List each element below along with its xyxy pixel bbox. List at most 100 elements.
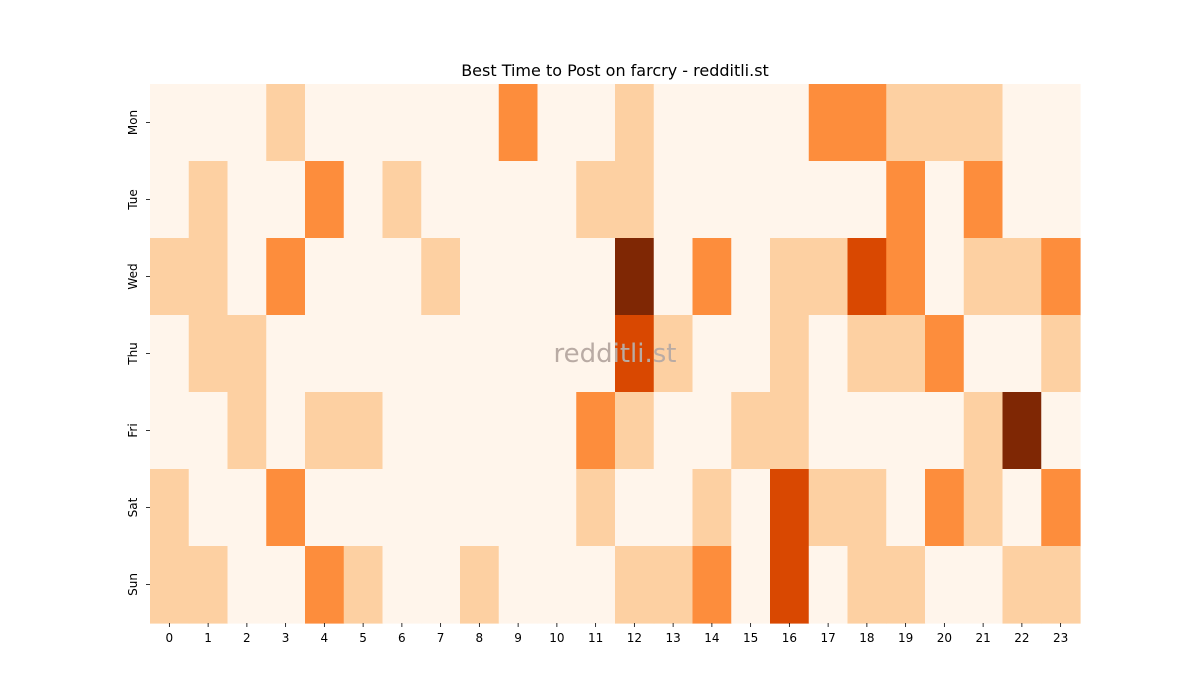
- heatmap-cell-mon-4: [305, 84, 345, 162]
- heatmap-cell-wed-23: [1041, 238, 1081, 316]
- heatmap-cell-mon-14: [692, 84, 732, 162]
- heatmap-cell-wed-10: [537, 238, 577, 316]
- heatmap-cell-sun-14: [692, 546, 732, 624]
- heatmap-cell-sat-14: [692, 469, 732, 547]
- heatmap-cell-wed-19: [886, 238, 926, 316]
- heatmap-cell-sun-1: [188, 546, 229, 624]
- heatmap-cell-sun-7: [421, 546, 461, 624]
- heatmap-cell-thu-2: [227, 315, 267, 393]
- heatmap-cell-thu-4: [305, 315, 345, 393]
- chart-title: Best Time to Post on farcry - redditli.s…: [461, 61, 769, 80]
- heatmap-cell-wed-13: [653, 238, 694, 316]
- heatmap-cell-sat-2: [227, 469, 267, 547]
- heatmap-cell-mon-1: [188, 84, 229, 162]
- heatmap-cell-tue-13: [653, 161, 694, 239]
- heatmap-cell-fri-12: [615, 392, 655, 470]
- x-tick-label: 22: [1014, 631, 1029, 645]
- x-tick-label: 13: [665, 631, 680, 645]
- heatmap-cell-wed-15: [731, 238, 771, 316]
- heatmap-cell-tue-5: [343, 161, 384, 239]
- heatmap-cell-tue-6: [382, 161, 422, 239]
- heatmap-cell-sun-9: [498, 546, 539, 624]
- heatmap-cell-sun-2: [227, 546, 267, 624]
- heatmap-cell-thu-6: [382, 315, 422, 393]
- heatmap-cell-tue-23: [1041, 161, 1081, 239]
- heatmap-cell-thu-23: [1041, 315, 1081, 393]
- watermark: redditli.st: [554, 339, 677, 369]
- heatmap-cell-thu-8: [460, 315, 500, 393]
- heatmap-cell-sun-0: [150, 546, 190, 624]
- heatmap-cell-sat-13: [653, 469, 694, 547]
- heatmap-cell-thu-5: [343, 315, 384, 393]
- heatmap-cell-fri-8: [460, 392, 500, 470]
- y-tick-label: Sun: [126, 573, 140, 596]
- heatmap-cell-sat-15: [731, 469, 771, 547]
- heatmap-cell-tue-4: [305, 161, 345, 239]
- heatmap-cell-fri-22: [1002, 392, 1042, 470]
- heatmap-cell-sun-21: [963, 546, 1004, 624]
- heatmap-cell-thu-19: [886, 315, 926, 393]
- heatmap-cell-mon-17: [808, 84, 849, 162]
- y-tick-label: Wed: [126, 263, 140, 289]
- heatmap-cell-thu-20: [925, 315, 965, 393]
- heatmap-cell-tue-17: [808, 161, 849, 239]
- heatmap-cell-sun-15: [731, 546, 771, 624]
- heatmap-cell-sat-11: [576, 469, 616, 547]
- x-tick-label: 23: [1053, 631, 1068, 645]
- heatmap-cell-wed-21: [963, 238, 1004, 316]
- heatmap-cell-fri-11: [576, 392, 616, 470]
- x-tick-label: 6: [398, 631, 406, 645]
- heatmap-cell-fri-20: [925, 392, 965, 470]
- heatmap-cell-sat-4: [305, 469, 345, 547]
- heatmap-cell-mon-5: [343, 84, 384, 162]
- x-tick-label: 2: [243, 631, 251, 645]
- heatmap-cell-tue-16: [770, 161, 810, 239]
- heatmap-cell-tue-11: [576, 161, 616, 239]
- heatmap-cell-mon-9: [498, 84, 539, 162]
- heatmap-cell-tue-14: [692, 161, 732, 239]
- heatmap-cell-thu-14: [692, 315, 732, 393]
- heatmap-cell-tue-7: [421, 161, 461, 239]
- x-tick-label: 1: [204, 631, 212, 645]
- y-tick-label: Thu: [126, 342, 140, 366]
- heatmap-cell-sat-3: [266, 469, 306, 547]
- heatmap-cell-thu-10: [537, 315, 577, 393]
- heatmap-cell-sun-4: [305, 546, 345, 624]
- y-tick-label: Tue: [126, 189, 140, 211]
- heatmap-cell-tue-8: [460, 161, 500, 239]
- heatmap-cell-fri-4: [305, 392, 345, 470]
- heatmap-cell-sun-5: [343, 546, 384, 624]
- heatmap-cell-tue-3: [266, 161, 306, 239]
- heatmap-cell-mon-2: [227, 84, 267, 162]
- heatmap-cell-tue-22: [1002, 161, 1042, 239]
- heatmap-cell-sat-22: [1002, 469, 1042, 547]
- heatmap-cell-tue-20: [925, 161, 965, 239]
- heatmap-cell-tue-15: [731, 161, 771, 239]
- heatmap-cell-sat-0: [150, 469, 190, 547]
- heatmap-cell-fri-1: [188, 392, 229, 470]
- x-tick-label: 0: [166, 631, 174, 645]
- x-tick-label: 12: [627, 631, 642, 645]
- heatmap-cell-fri-19: [886, 392, 926, 470]
- heatmap-cell-sat-16: [770, 469, 810, 547]
- y-tick-label: Fri: [126, 423, 140, 437]
- heatmap-cell-wed-16: [770, 238, 810, 316]
- heatmap-cell-fri-23: [1041, 392, 1081, 470]
- heatmap-cell-mon-11: [576, 84, 616, 162]
- heatmap-cell-wed-14: [692, 238, 732, 316]
- heatmap-cell-sat-12: [615, 469, 655, 547]
- heatmap-cell-tue-21: [963, 161, 1004, 239]
- heatmap-cell-thu-3: [266, 315, 306, 393]
- heatmap-cell-mon-12: [615, 84, 655, 162]
- heatmap-cell-tue-9: [498, 161, 539, 239]
- heatmap-cell-mon-18: [847, 84, 887, 162]
- heatmap-cell-mon-15: [731, 84, 771, 162]
- heatmap-cell-thu-13: [653, 315, 694, 393]
- heatmap-cell-mon-21: [963, 84, 1004, 162]
- heatmap-cell-sat-18: [847, 469, 887, 547]
- x-tick-label: 4: [321, 631, 329, 645]
- heatmap-cell-wed-22: [1002, 238, 1042, 316]
- heatmap-cell-sun-3: [266, 546, 306, 624]
- heatmap-cell-tue-0: [150, 161, 190, 239]
- heatmap-cell-fri-17: [808, 392, 849, 470]
